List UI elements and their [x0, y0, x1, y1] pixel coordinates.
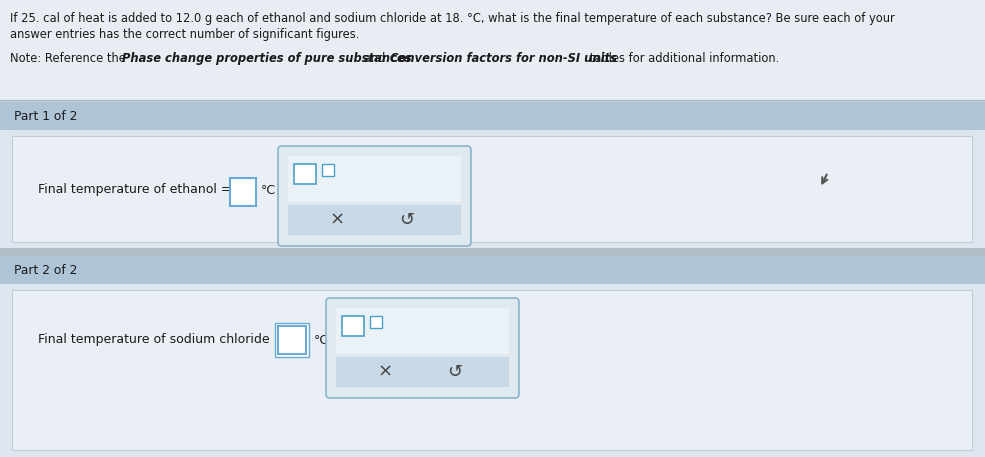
Text: ↺: ↺: [400, 211, 415, 229]
Text: ↺: ↺: [447, 363, 463, 381]
FancyBboxPatch shape: [278, 146, 471, 246]
Text: tables for additional information.: tables for additional information.: [586, 52, 779, 65]
Bar: [342, 316, 364, 336]
Bar: [336, 357, 509, 387]
Bar: [370, 316, 382, 328]
Bar: [0, 0, 985, 100]
Text: ×: ×: [329, 211, 345, 229]
Bar: [12, 290, 972, 450]
Bar: [0, 100, 985, 457]
Text: and: and: [360, 52, 389, 65]
Bar: [0, 102, 985, 130]
Bar: [288, 205, 461, 235]
Bar: [336, 308, 509, 354]
Text: °C: °C: [261, 184, 276, 197]
Text: ×: ×: [377, 363, 393, 381]
Text: answer entries has the correct number of significant figures.: answer entries has the correct number of…: [10, 28, 360, 41]
Text: Final temperature of sodium chloride =: Final temperature of sodium chloride =: [38, 334, 285, 346]
Bar: [288, 156, 461, 202]
Bar: [0, 284, 985, 457]
Bar: [0, 248, 985, 256]
Bar: [322, 164, 334, 176]
Bar: [0, 130, 985, 248]
Text: Final temperature of ethanol =: Final temperature of ethanol =: [38, 184, 231, 197]
FancyBboxPatch shape: [326, 298, 519, 398]
Bar: [275, 323, 309, 357]
Text: Conversion factors for non-SI units: Conversion factors for non-SI units: [390, 52, 617, 65]
Bar: [12, 136, 972, 242]
Text: Part 2 of 2: Part 2 of 2: [14, 264, 78, 276]
Text: Part 1 of 2: Part 1 of 2: [14, 110, 78, 122]
Text: °C: °C: [314, 334, 329, 346]
Text: If 25. cal of heat is added to 12.0 g each of ethanol and sodium chloride at 18.: If 25. cal of heat is added to 12.0 g ea…: [10, 12, 894, 25]
Bar: [278, 326, 306, 354]
Bar: [294, 164, 316, 184]
Bar: [230, 178, 256, 206]
Text: Phase change properties of pure substances: Phase change properties of pure substanc…: [122, 52, 412, 65]
Text: Note: Reference the: Note: Reference the: [10, 52, 129, 65]
Bar: [0, 256, 985, 284]
